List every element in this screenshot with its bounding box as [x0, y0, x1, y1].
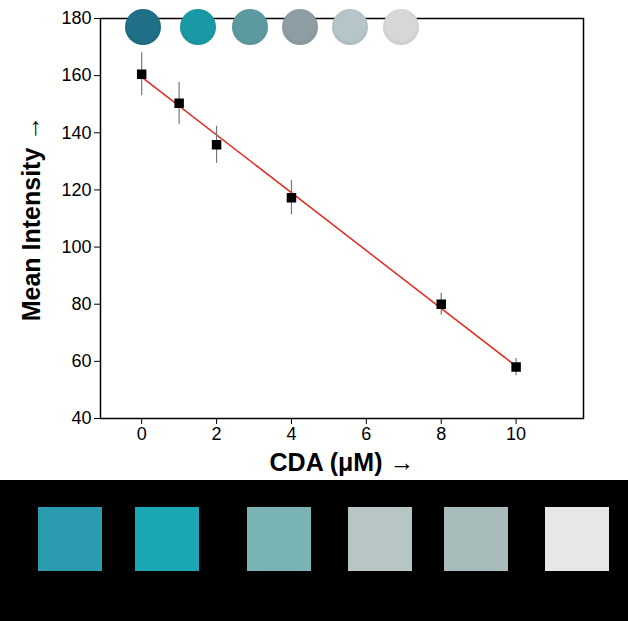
svg-text:2: 2: [212, 424, 222, 444]
svg-text:80: 80: [71, 294, 91, 314]
svg-text:140: 140: [61, 123, 91, 143]
svg-text:10: 10: [506, 424, 526, 444]
svg-text:4: 4: [286, 424, 296, 444]
svg-text:Mean Intensity →: Mean Intensity →: [17, 116, 45, 322]
svg-text:180: 180: [61, 8, 91, 28]
svg-text:CDA (μM) →: CDA (μM) →: [270, 448, 415, 476]
svg-text:40: 40: [71, 408, 91, 428]
svg-text:100: 100: [61, 237, 91, 257]
svg-text:0: 0: [137, 424, 147, 444]
svg-text:60: 60: [71, 351, 91, 371]
svg-text:120: 120: [61, 180, 91, 200]
svg-text:6: 6: [361, 424, 371, 444]
svg-text:8: 8: [436, 424, 446, 444]
svg-text:160: 160: [61, 65, 91, 85]
